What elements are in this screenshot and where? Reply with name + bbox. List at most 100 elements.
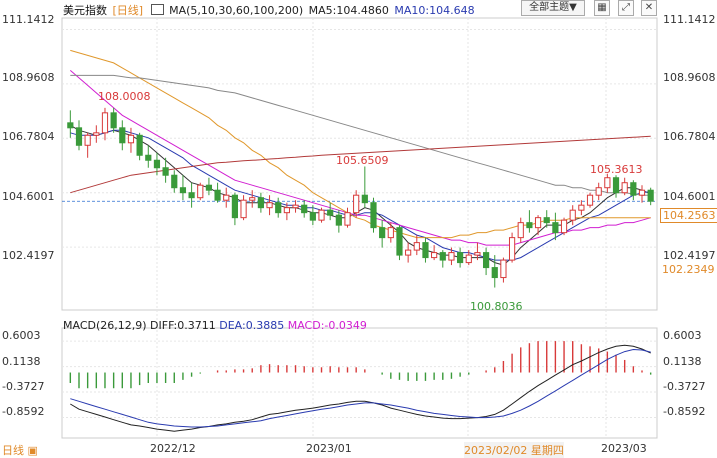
expand-icon[interactable]: ⤢ — [618, 0, 634, 16]
axis-left-tick: 108.9608 — [2, 71, 55, 84]
high-annotation: 105.6509 — [336, 154, 389, 167]
candle-body — [543, 217, 550, 224]
candle-body — [621, 182, 628, 194]
candle-body — [344, 212, 351, 226]
footer-period-label: 日线 — [2, 444, 24, 457]
period-label[interactable]: [日线] — [112, 4, 144, 17]
candle-body — [335, 214, 342, 226]
axis-left-tick: 111.1412 — [2, 13, 55, 26]
footer-period[interactable]: 日线 ▣ — [2, 444, 38, 457]
candle-body — [361, 194, 368, 204]
macd-dea: DEA:0.3885 — [219, 319, 285, 332]
candle-body — [647, 189, 654, 202]
candle-body — [309, 212, 316, 221]
macd-panel-frame — [61, 327, 658, 439]
ma100-line — [70, 74, 651, 196]
high-annotation: 105.3613 — [590, 163, 643, 176]
candle-body — [179, 187, 187, 194]
candle-body — [491, 267, 498, 279]
axis-right-tick: 102.4197 — [663, 249, 716, 262]
macd-value: MACD:-0.0349 — [287, 319, 367, 332]
ma-label: MA(5,10,30,60,100,200) — [169, 4, 304, 17]
candle-body — [301, 204, 308, 214]
candle-body — [431, 252, 438, 259]
candle-body — [136, 134, 143, 156]
crosshair-date: 2023/02/02 星期四 — [464, 442, 564, 458]
low-annotation: 100.8036 — [470, 300, 523, 313]
candle-body — [292, 204, 299, 209]
candle-body — [275, 202, 282, 214]
candle-body — [448, 252, 455, 261]
instrument-name: 美元指数 — [63, 4, 107, 17]
date-tick: 2022/12 — [150, 442, 196, 455]
macd-label: MACD(26,12,9) — [63, 319, 147, 332]
candle-body — [84, 134, 91, 146]
axis-left-tick: 106.7804 — [2, 130, 55, 143]
candle-body — [534, 217, 542, 229]
candle-body — [396, 227, 403, 256]
price-panel-frame — [61, 17, 658, 311]
macd-axis-left: -0.3727 — [2, 380, 45, 393]
candle-body — [240, 199, 247, 219]
candle-body — [162, 167, 169, 176]
chart-header: 美元指数 [日线] MA(5,10,30,60,100,200) MA5:104… — [63, 2, 477, 18]
candle-body — [153, 159, 161, 169]
candle-body — [171, 174, 178, 189]
candle-body — [283, 207, 290, 214]
close-icon[interactable]: ✕ — [641, 0, 657, 16]
candle-body — [119, 127, 126, 144]
candle-body — [508, 237, 516, 261]
candle-body — [223, 194, 230, 201]
candle-body — [214, 189, 221, 201]
candle-body — [266, 202, 273, 209]
candle-body — [231, 194, 239, 219]
macd-diff: DIFF:0.3711 — [150, 319, 216, 332]
candle-body — [257, 197, 264, 209]
axis-left-tick: 104.6001 — [2, 190, 55, 203]
candle-body — [197, 184, 204, 199]
candle-body — [422, 242, 429, 259]
candle-body — [482, 252, 490, 269]
macd-dif-line — [70, 344, 651, 432]
macd-header: MACD(26,12,9) DIFF:0.3711 DEA:0.3885 MAC… — [63, 319, 367, 332]
candle-body — [370, 202, 377, 229]
macd-dea-line — [70, 348, 651, 428]
macd-axis-left: -0.8592 — [2, 405, 45, 418]
candle-body — [318, 209, 325, 221]
candle-body — [67, 122, 74, 129]
candle-body — [353, 194, 360, 214]
candle-body — [110, 112, 117, 129]
date-tick: 2023/01 — [306, 442, 352, 455]
macd-axis-left: 0.1138 — [2, 355, 41, 368]
ma-value-tag: 102.2349 — [662, 263, 715, 276]
candle-body — [387, 227, 394, 239]
theme-dropdown-button[interactable]: 全部主题▼ — [521, 0, 585, 16]
candle-body — [474, 252, 481, 256]
candle-body — [526, 222, 533, 229]
candle-body — [569, 209, 576, 221]
ma5-value: MA5:104.4860 — [308, 4, 389, 17]
candle-body — [500, 259, 507, 279]
grid-icon[interactable]: ▦ — [594, 0, 610, 16]
candle-body — [327, 209, 334, 216]
candle-body — [405, 249, 412, 256]
candle-body — [249, 197, 256, 201]
high-annotation: 108.0008 — [98, 90, 151, 103]
macd-axis-right: 0.6003 — [663, 329, 702, 342]
candle-body — [101, 112, 109, 134]
candle-body — [413, 242, 420, 251]
macd-axis-right: 0.1138 — [663, 355, 702, 368]
candle-body — [612, 177, 620, 194]
candle-body — [595, 187, 602, 196]
date-tick: 2023/03 — [601, 442, 647, 455]
axis-right-tick: 111.1412 — [663, 13, 716, 26]
candle-body — [604, 177, 611, 189]
candle-body — [205, 184, 213, 191]
candle-body — [465, 254, 472, 264]
candle-body — [457, 252, 464, 264]
axis-right-tick: 108.9608 — [663, 71, 716, 84]
axis-left-tick: 102.4197 — [2, 249, 55, 262]
candle-body — [145, 154, 152, 161]
axis-right-tick: 106.7804 — [663, 130, 716, 143]
